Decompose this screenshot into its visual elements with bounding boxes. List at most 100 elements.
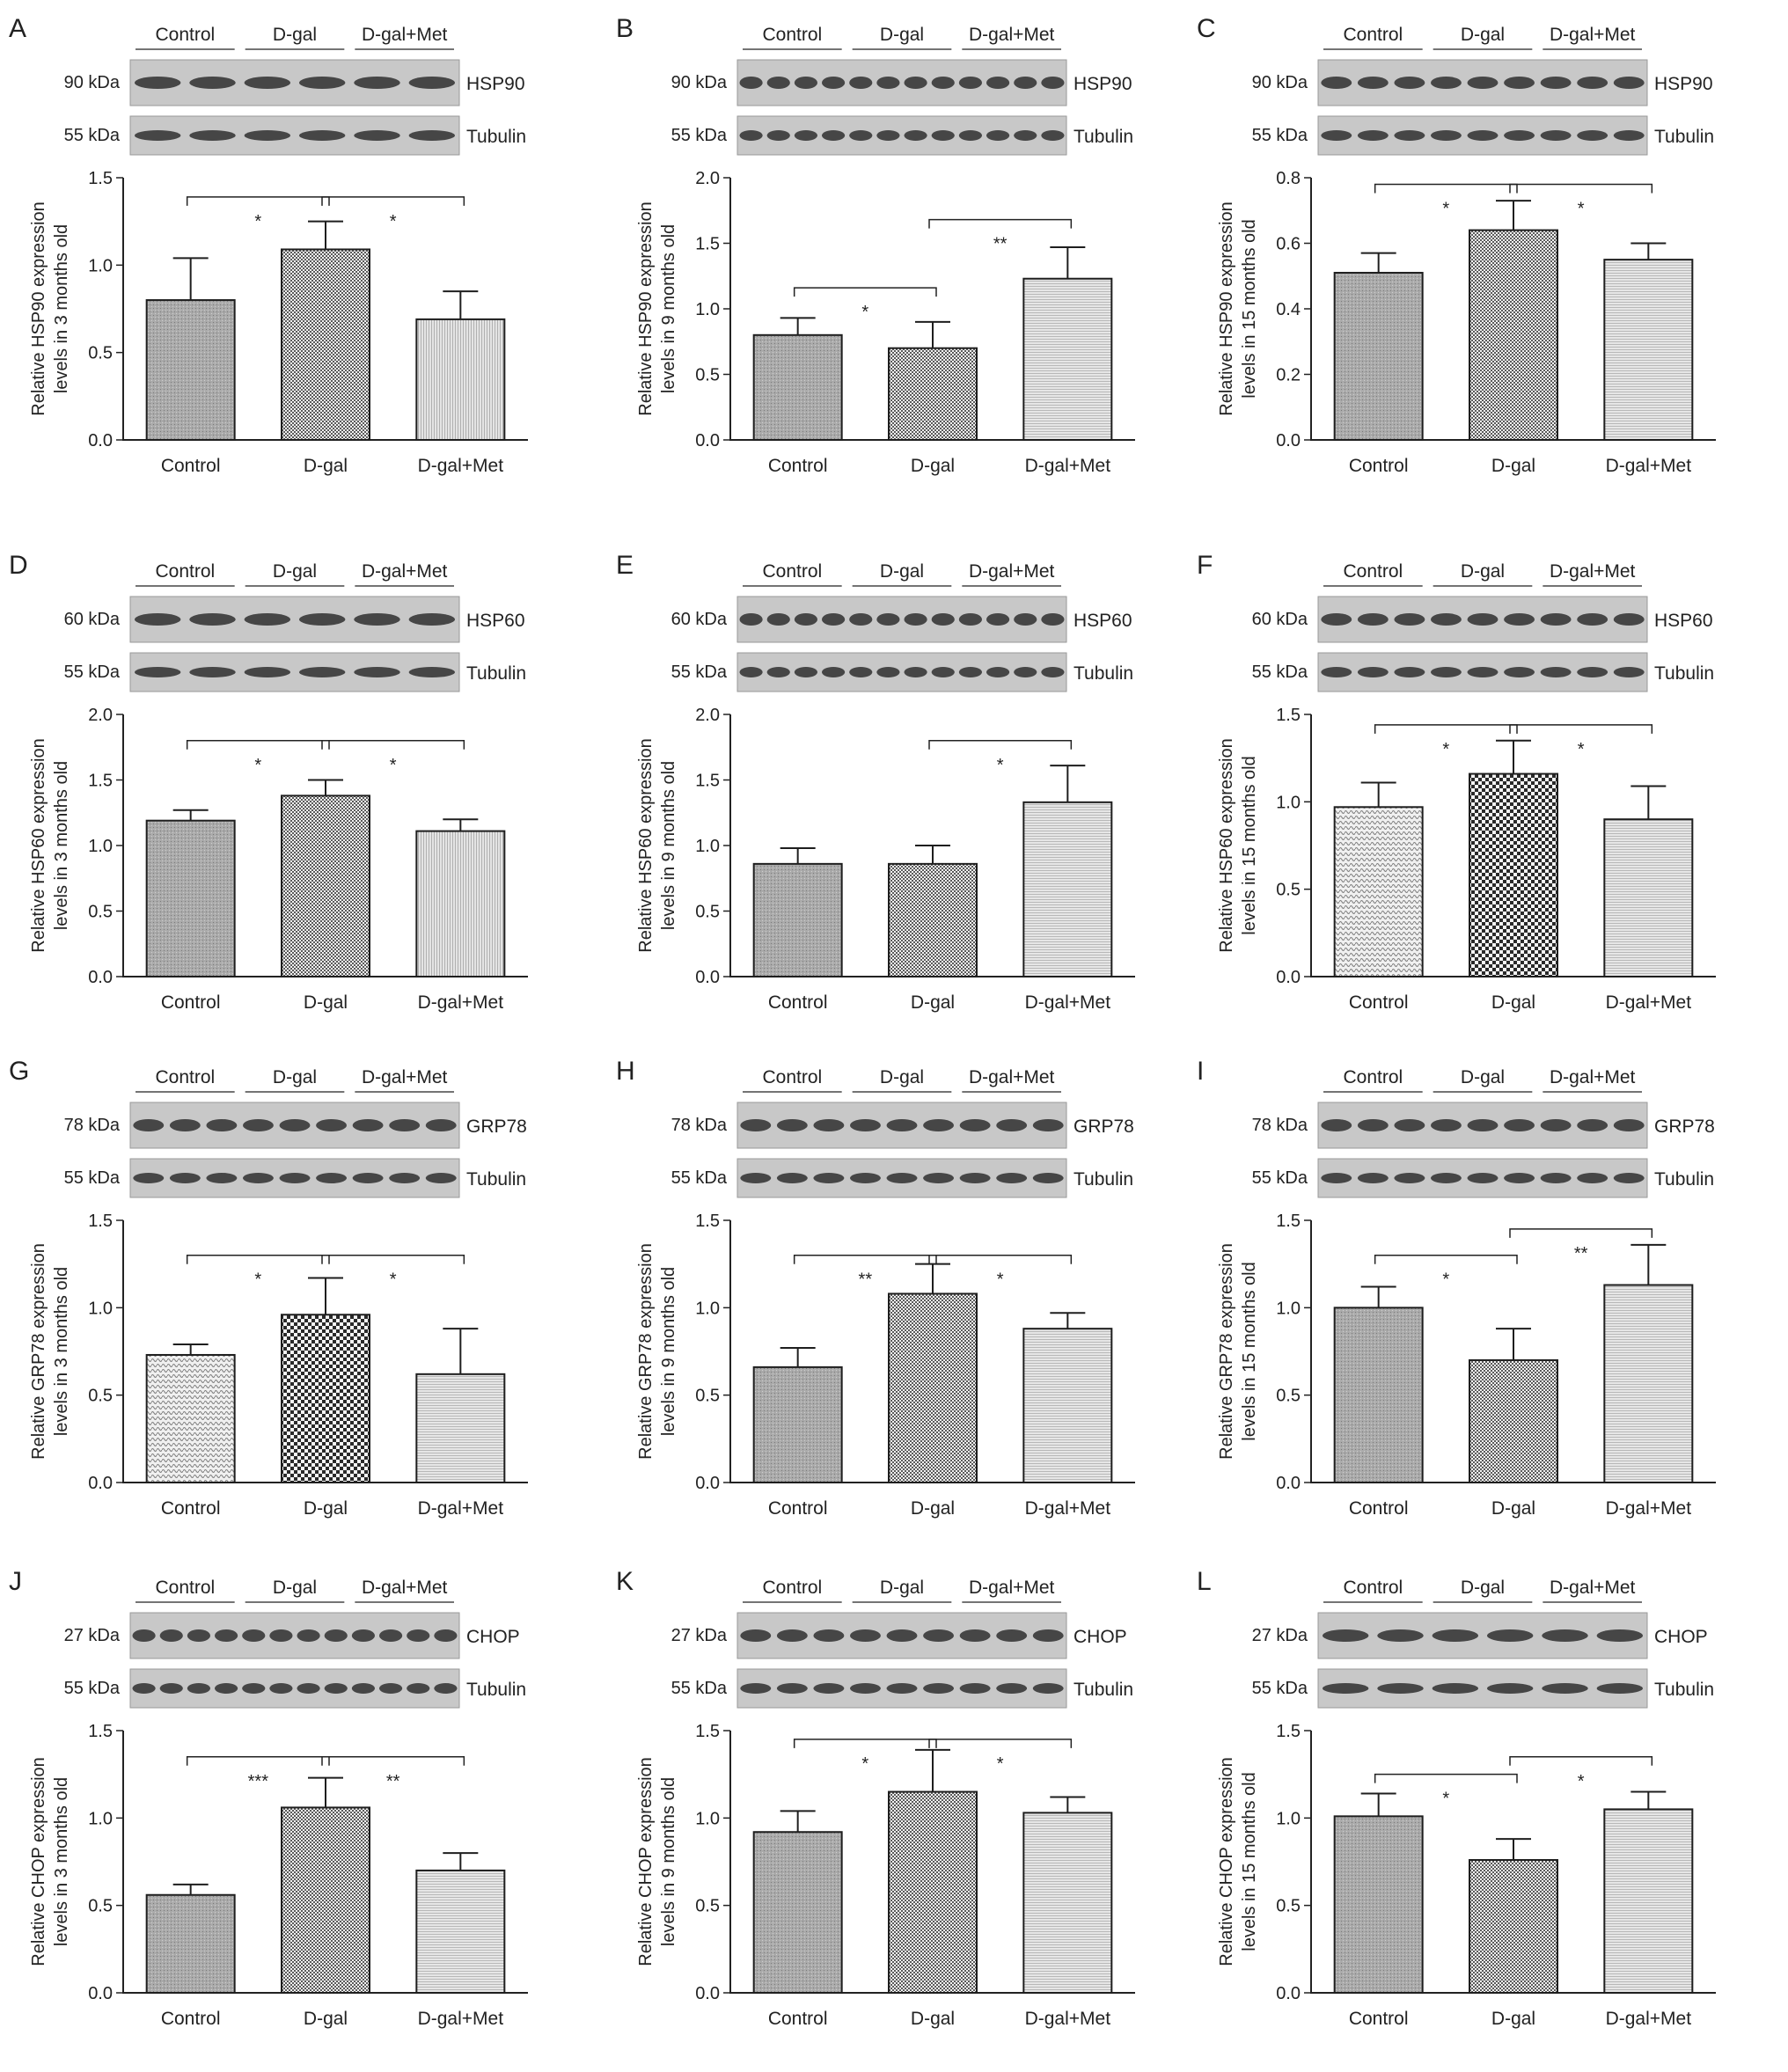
blot-group-label: D-gal [1461, 25, 1505, 45]
tubulin-blot-band [408, 130, 456, 141]
tubulin-blot-band [1394, 1173, 1425, 1183]
significance-label: * [997, 1754, 1004, 1774]
tubulin-blot-band [1357, 667, 1389, 677]
protein-blot-band [1596, 1629, 1644, 1642]
panel-A: A Control D-gal D-gal+Met 90 kDa HSP90 55 kDa T… [9, 9, 590, 519]
protein-blot-band [886, 1119, 918, 1131]
tubulin-blot-band [886, 1173, 918, 1183]
protein-blot-band [214, 1629, 238, 1642]
bar [145, 1353, 236, 1483]
protein-name-label: GRP78 [1654, 1117, 1715, 1137]
y-tick-label: 0.0 [88, 968, 113, 987]
panel-letter: E [616, 551, 634, 580]
tubulin-label: Tubulin [466, 127, 526, 147]
y-tick-label: 1.5 [695, 1722, 720, 1741]
tubulin-blot-band [1321, 130, 1352, 141]
tubulin-blot-band [1432, 1683, 1479, 1694]
protein-blot-band [1467, 613, 1499, 626]
tubulin-blot-band [408, 667, 456, 677]
protein-blot-band [354, 613, 400, 626]
y-tick-label: 1.5 [695, 1212, 720, 1231]
significance-bracket [928, 218, 1073, 229]
x-tick-label: D-gal+Met [1606, 992, 1692, 1013]
tubulin-label: Tubulin [1074, 1680, 1133, 1700]
y-axis-label: levels in 15 months old [1240, 756, 1259, 934]
blot-group-label: D-gal [1461, 561, 1505, 582]
panel-letter: G [9, 1057, 29, 1086]
tubulin-kda-label: 55 kDa [671, 126, 728, 145]
protein-blot-band [986, 613, 1010, 626]
y-tick-label: 1.5 [88, 772, 113, 791]
blot-group-label: Control [155, 25, 215, 45]
x-tick-label: Control [1349, 2009, 1409, 2029]
y-axis-label: levels in 9 months old [659, 1267, 678, 1436]
protein-blot-band [316, 1119, 348, 1131]
significance-label: * [254, 756, 261, 775]
protein-blot-band [187, 1629, 211, 1642]
tubulin-blot-strip [1317, 1668, 1648, 1709]
protein-blot-band [1540, 77, 1572, 89]
tubulin-blot-band [1430, 130, 1462, 141]
significance-bracket [928, 1254, 1073, 1264]
y-axis-label: Relative HSP90 expression [29, 201, 48, 415]
blot-group-label: D-gal [880, 561, 924, 582]
panel-G: G Control D-gal D-gal+Met 78 kDa GRP78 55 kDa T… [9, 1051, 590, 1562]
panel-E: E Control D-gal D-gal+Met 60 kDa HSP60 55 kDa T… [616, 545, 1197, 1056]
significance-bracket [793, 1739, 937, 1748]
protein-blot-band [1430, 1119, 1462, 1131]
tubulin-blot-band [1430, 1173, 1462, 1183]
tubulin-blot-band [1577, 667, 1608, 677]
tubulin-blot-band [1486, 1683, 1534, 1694]
tubulin-blot-band [279, 1173, 311, 1183]
tubulin-blot-band [1041, 130, 1065, 141]
y-tick-label: 1.0 [695, 837, 720, 856]
significance-label: * [390, 212, 397, 231]
bar [1603, 1808, 1694, 1994]
tubulin-blot-band [1032, 1173, 1064, 1183]
blot-group-label: Control [1343, 561, 1403, 582]
tubulin-blot-band [1014, 130, 1037, 141]
tubulin-blot-band [794, 667, 818, 677]
panel-letter: H [616, 1057, 635, 1086]
tubulin-blot-band [1540, 130, 1572, 141]
tubulin-blot-band [1430, 667, 1462, 677]
tubulin-blot-band [1504, 1173, 1535, 1183]
protein-blot-band [766, 613, 790, 626]
y-axis-label: levels in 9 months old [659, 761, 678, 930]
bar [1603, 818, 1694, 978]
protein-blot-band [849, 1119, 881, 1131]
significance-label: ** [1574, 1244, 1588, 1263]
protein-kda-label: 60 kDa [671, 610, 728, 629]
x-tick-label: D-gal [304, 1498, 348, 1519]
y-tick-label: 0.0 [695, 1474, 720, 1493]
bar [281, 248, 370, 441]
protein-blot-band [1486, 1629, 1534, 1642]
tubulin-blot-band [986, 667, 1010, 677]
significance-label: * [997, 756, 1004, 775]
protein-name-label: HSP90 [1074, 74, 1132, 94]
y-tick-label: 0.0 [695, 1984, 720, 2003]
tubulin-blot-band [169, 1173, 201, 1183]
bar [888, 1292, 978, 1483]
tubulin-blot-band [813, 1173, 845, 1183]
protein-blot-band [1542, 1629, 1588, 1642]
tubulin-blot-band [378, 1683, 403, 1694]
significance-bracket [321, 740, 465, 750]
panel-G-svg: G Control D-gal D-gal+Met 78 kDa GRP78 55 kDa T… [9, 1057, 528, 1519]
y-tick-label: 1.0 [1276, 1809, 1301, 1828]
tubulin-blot-band [1504, 130, 1535, 141]
tubulin-blot-band [931, 667, 955, 677]
protein-blot-band [244, 77, 291, 89]
protein-blot-band [739, 77, 763, 89]
y-tick-label: 0.4 [1276, 300, 1301, 319]
y-tick-label: 0.2 [1276, 366, 1301, 385]
protein-blot-band [1394, 613, 1425, 626]
panel-letter: I [1197, 1057, 1204, 1086]
protein-blot-band [206, 1119, 238, 1131]
y-axis-label: Relative HSP90 expression [636, 201, 656, 415]
protein-name-label: GRP78 [466, 1117, 527, 1137]
panel-letter: C [1197, 14, 1216, 43]
y-tick-label: 1.5 [695, 235, 720, 254]
protein-blot-band [904, 77, 927, 89]
blot-group-label: D-gal+Met [969, 561, 1055, 582]
